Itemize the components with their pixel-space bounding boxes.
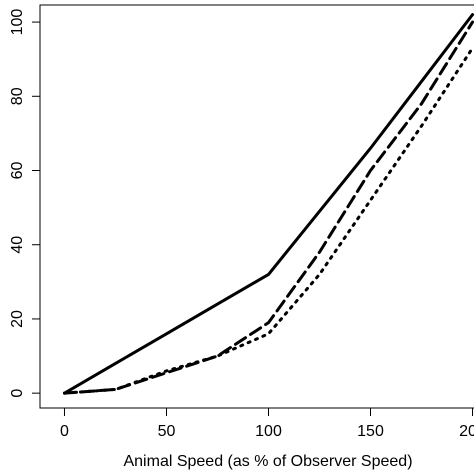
x-tick-label: 100 [255,423,282,440]
y-tick-label: 80 [9,87,26,105]
y-tick-label: 60 [9,162,26,180]
series-line [62,46,474,395]
y-tick-label: 20 [9,310,26,328]
x-tick-label: 150 [357,423,384,440]
x-axis-label: Animal Speed (as % of Observer Speed) [123,453,412,470]
x-tick-label: 50 [158,423,176,440]
series-line [62,20,474,395]
y-tick-label: 100 [9,9,26,36]
plot-frame [39,4,474,409]
x-tick-label: 0 [60,423,69,440]
y-tick-label: 0 [9,389,26,398]
y-tick-label: 40 [9,236,26,254]
x-tick-label: 200 [459,423,474,440]
series-line [62,13,474,395]
